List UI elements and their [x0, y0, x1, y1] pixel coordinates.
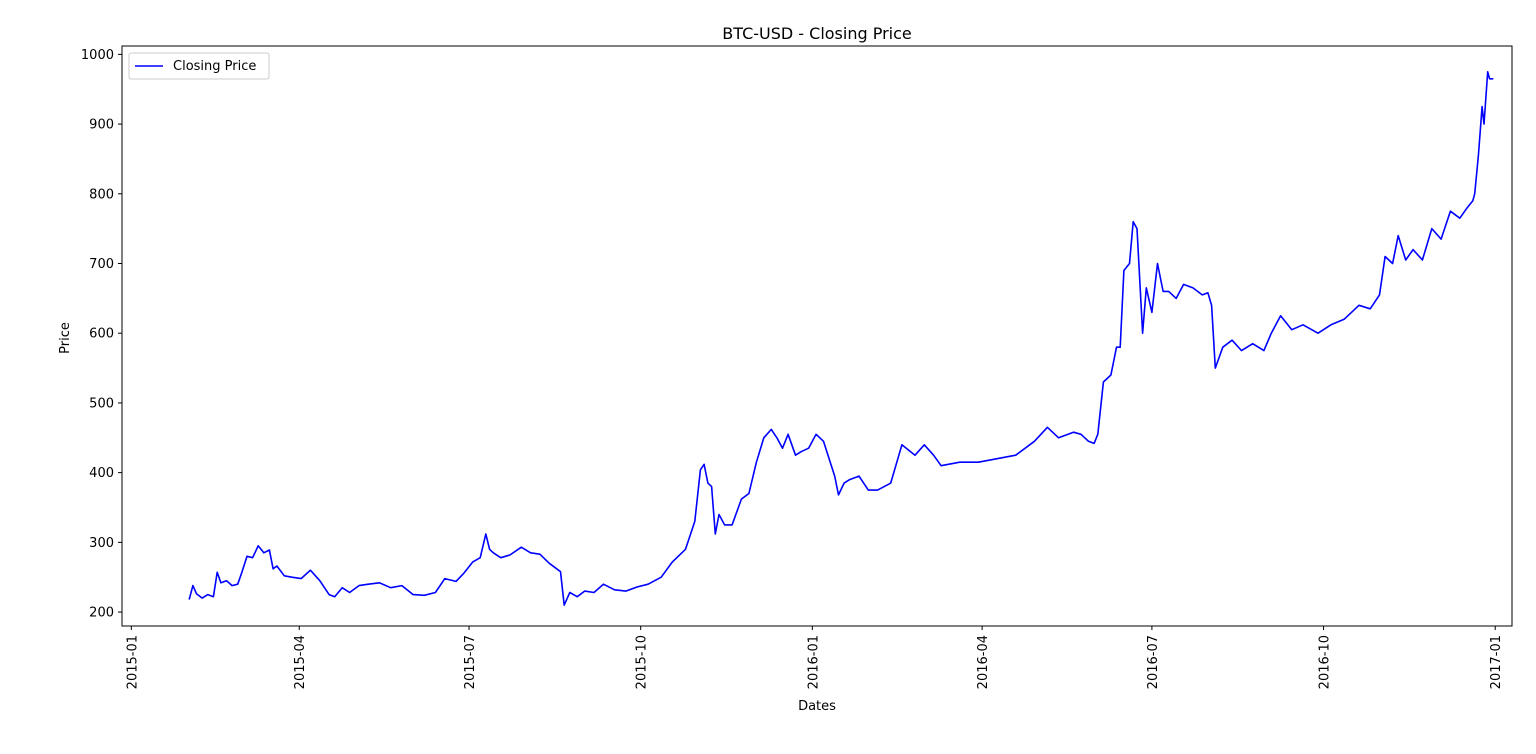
y-tick-label: 200 [89, 606, 114, 621]
x-tick-label: 2015-04 [293, 635, 308, 689]
y-tick-label: 600 [89, 327, 114, 342]
chart-title: BTC-USD - Closing Price [722, 24, 912, 43]
x-tick-label: 2015-07 [463, 635, 478, 689]
y-tick-label: 300 [89, 536, 114, 551]
x-tick-label: 2015-01 [125, 635, 140, 689]
x-tick-label: 2017-01 [1489, 635, 1504, 689]
y-tick-label: 1000 [81, 48, 114, 63]
y-axis: 200 300 400 500 600 700 800 900 1000 [81, 48, 122, 621]
x-axis: 2015-01 2015-04 2015-07 2015-10 2016-01 2016-… [125, 626, 1504, 689]
x-tick-label: 2016-10 [1318, 635, 1333, 689]
x-tick-label: 2016-07 [1146, 635, 1161, 689]
x-tick-label: 2016-04 [976, 635, 991, 689]
x-axis-label: Dates [798, 699, 836, 714]
legend-box [128, 52, 270, 80]
x-tick-label: 2016-01 [806, 635, 821, 689]
legend-label-closing-price: Closing Price [173, 59, 256, 74]
y-tick-label: 700 [89, 257, 114, 272]
x-tick-label: 2015-10 [635, 635, 650, 689]
y-tick-label: 500 [89, 396, 114, 411]
legend: Closing Price [128, 52, 270, 80]
y-tick-label: 400 [89, 466, 114, 481]
y-tick-label: 800 [89, 187, 114, 202]
y-axis-label: Price [58, 322, 73, 354]
series-line-closing-price [188, 71, 1494, 606]
plot-area [121, 45, 1513, 627]
y-tick-label: 900 [89, 118, 114, 133]
